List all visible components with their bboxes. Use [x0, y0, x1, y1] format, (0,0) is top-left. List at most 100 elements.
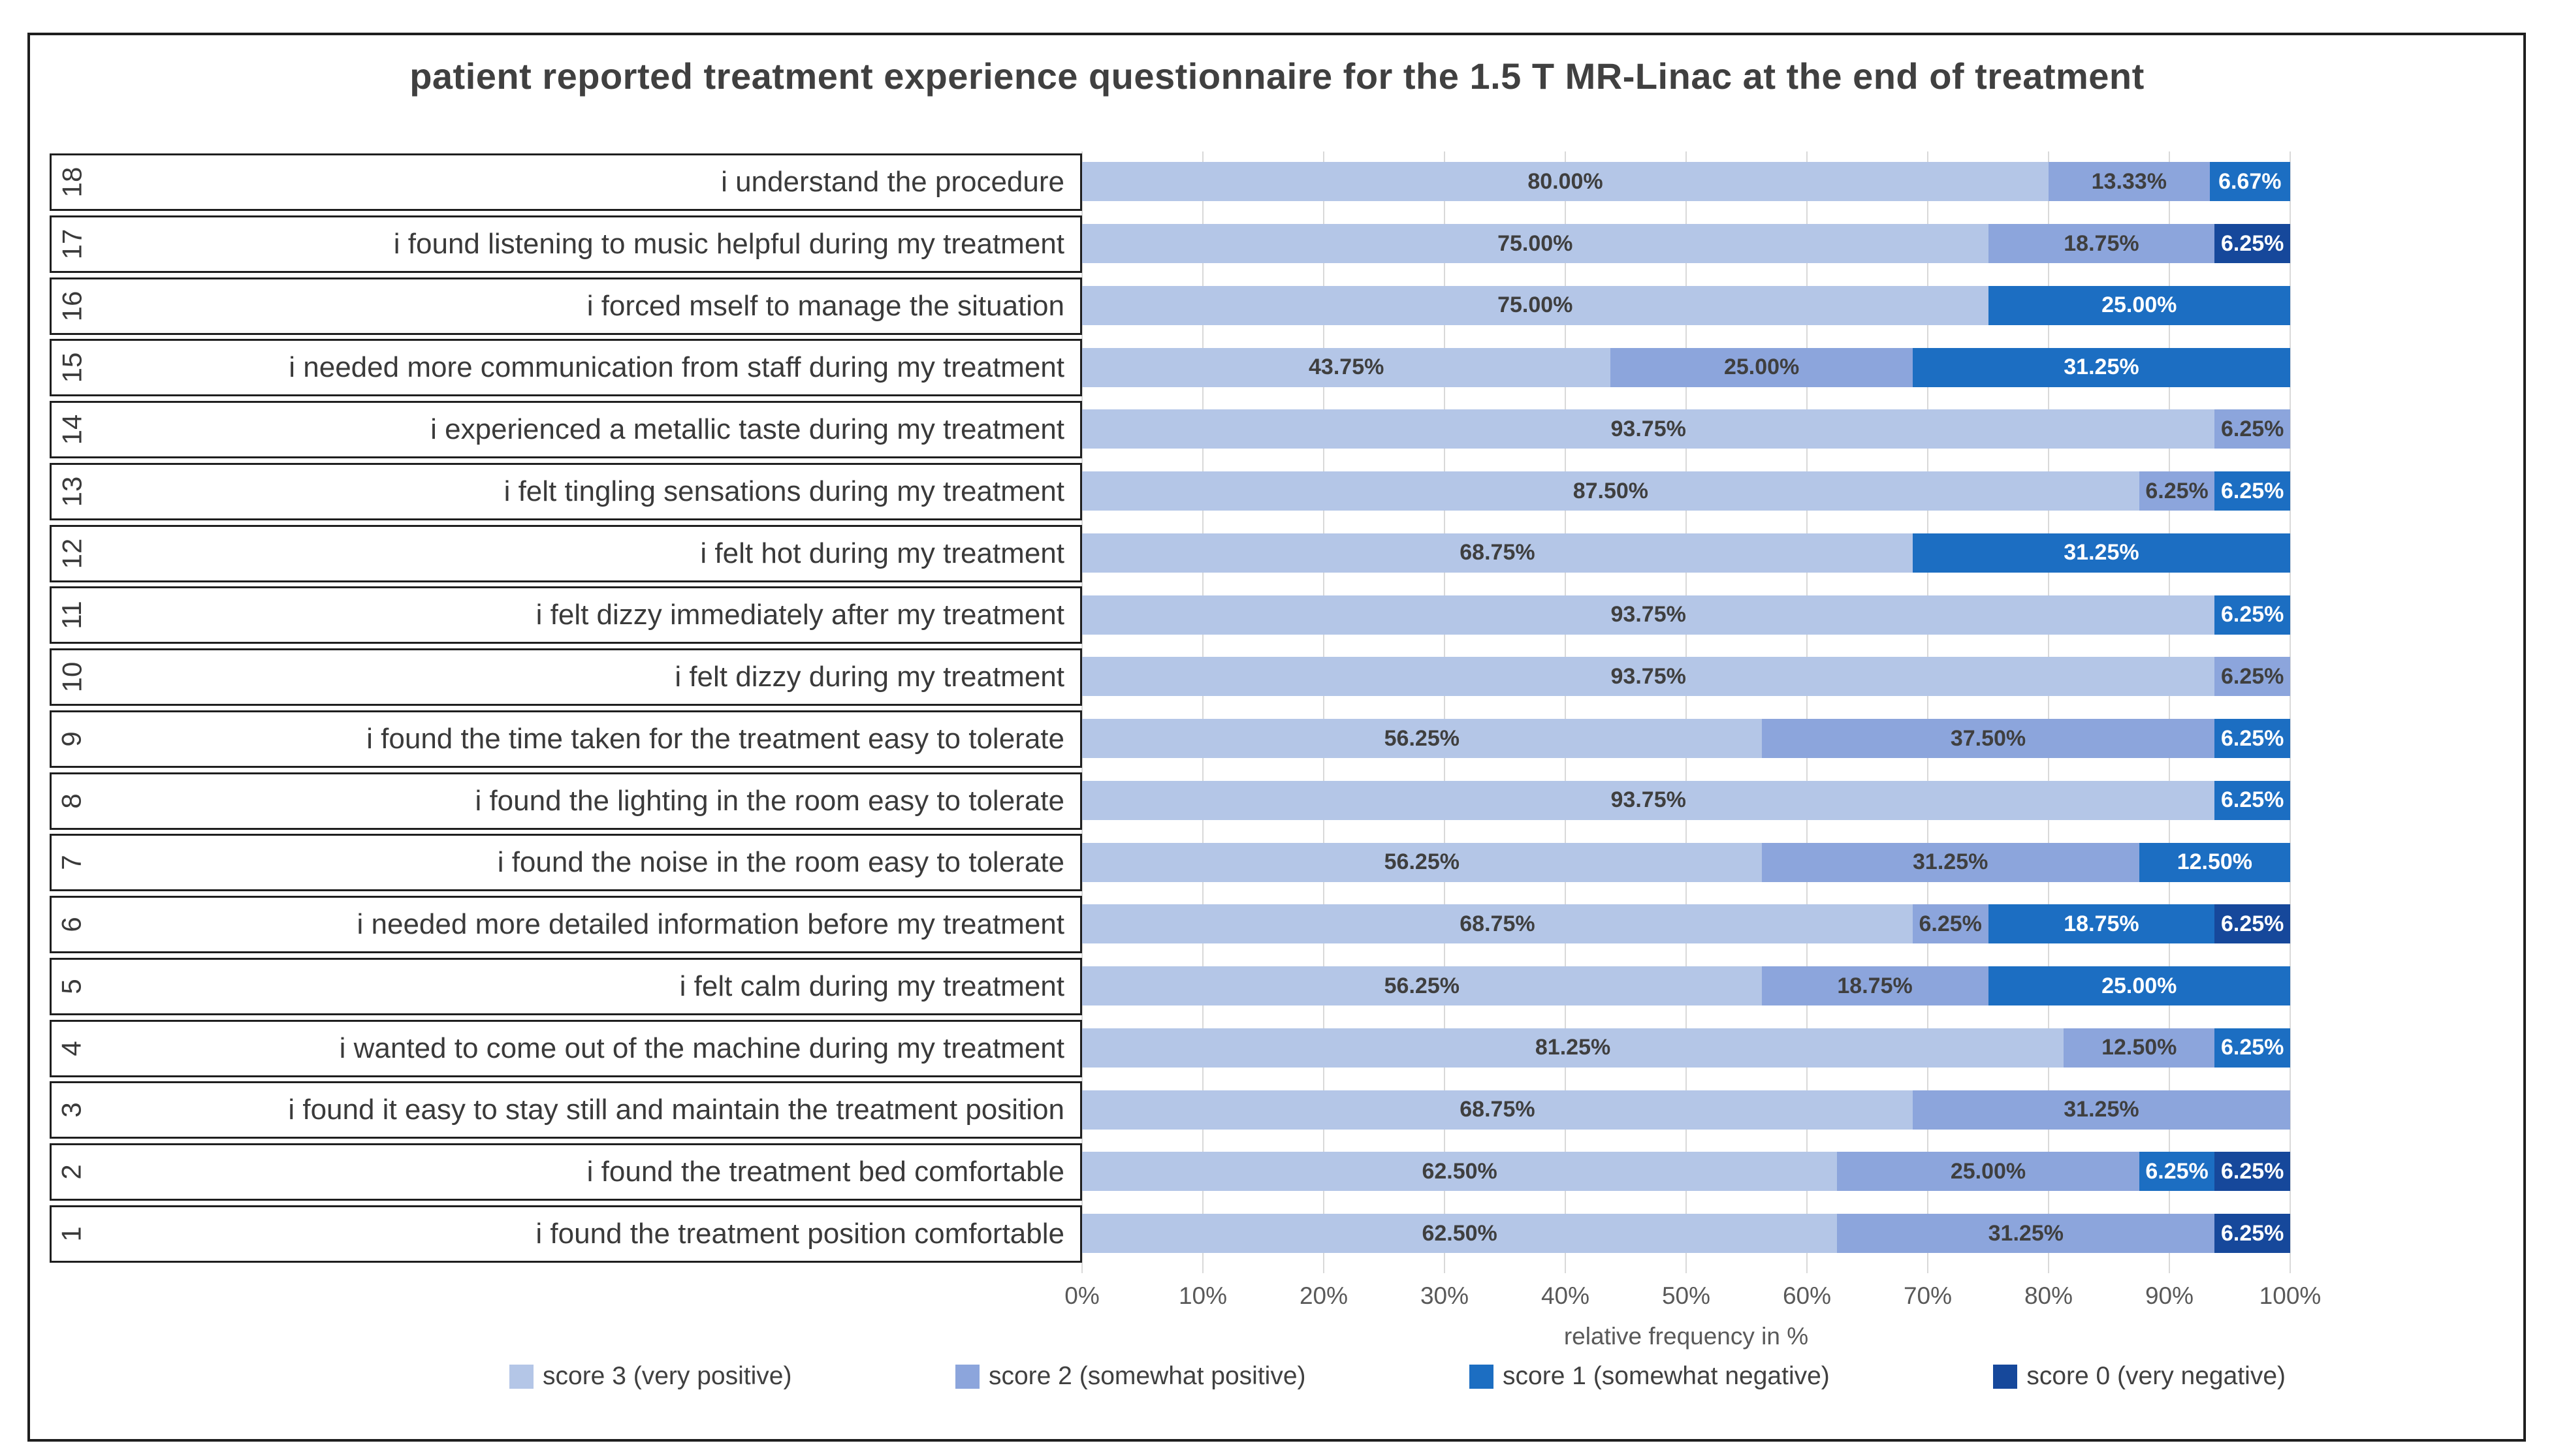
bar-segment-score0: 6.25%	[2214, 1214, 2290, 1254]
stacked-bar-17: 75.00% 18.75% 6.25%	[1082, 224, 2290, 264]
legend-swatch-score2	[955, 1364, 980, 1389]
question-row-18: 18 i understand the procedure	[50, 153, 1082, 211]
x-tick-60%: 60%	[1782, 1282, 1832, 1309]
gridline-90%	[2169, 151, 2170, 1273]
chart-legend: score 3 (very positive) score 2 (somewhat…	[509, 1362, 2286, 1391]
bar-segment-score3: 56.25%	[1082, 842, 1762, 882]
bar-segment-score0: 6.25%	[2214, 1152, 2290, 1192]
x-tick-30%: 30%	[1420, 1282, 1469, 1309]
bar-segment-score2: 31.25%	[1837, 1214, 2215, 1254]
row-number: 3	[56, 1102, 87, 1118]
x-axis-title: relative frequency in %	[1563, 1323, 1809, 1350]
bar-segment-score1: 18.75%	[1988, 904, 2215, 944]
row-number: 4	[56, 1040, 87, 1056]
legend-label: score 1 (somewhat negative)	[1503, 1362, 1830, 1390]
bar-segment-score2: 6.25%	[1912, 904, 1988, 944]
stacked-bar-3: 68.75% 31.25%	[1082, 1090, 2290, 1130]
bar-segment-score2: 12.50%	[2064, 1028, 2215, 1068]
row-number: 6	[56, 917, 87, 932]
x-tick-70%: 70%	[1903, 1282, 1953, 1309]
question-row-13: 13 i felt tingling sensations during my t…	[50, 462, 1082, 520]
question-row-17: 17 i found listening to music helpful dur…	[50, 215, 1082, 273]
stacked-bar-10: 93.75% 6.25%	[1082, 657, 2290, 697]
x-tick-90%: 90%	[2145, 1282, 2194, 1309]
question-row-5: 5 i felt calm during my treatment	[50, 957, 1082, 1015]
chart-title: patient reported treatment experience qu…	[409, 55, 2145, 97]
gridline-10%	[1202, 151, 1204, 1273]
question-text: i found it easy to stay still and mainta…	[288, 1094, 1064, 1126]
bar-segment-score1: 31.25%	[1912, 533, 2290, 573]
x-tick-50%: 50%	[1661, 1282, 1711, 1309]
question-row-7: 7 i found the noise in the room easy to t…	[50, 834, 1082, 892]
question-text: i found the time taken for the treatment…	[366, 722, 1064, 755]
bar-segment-score2: 31.25%	[1761, 842, 2139, 882]
bar-segment-score2: 13.33%	[2049, 162, 2210, 202]
bar-segment-score3: 68.75%	[1082, 904, 1913, 944]
bar-segment-score3: 56.25%	[1082, 719, 1762, 759]
stacked-bar-12: 68.75% 31.25%	[1082, 533, 2290, 573]
gridline-20%	[1323, 151, 1324, 1273]
gridline-70%	[1927, 151, 1928, 1273]
question-row-15: 15 i needed more communication from staff…	[50, 339, 1082, 397]
bar-segment-score3: 87.50%	[1082, 471, 2139, 511]
gridline-80%	[2048, 151, 2049, 1273]
row-number: 14	[56, 414, 87, 445]
legend-swatch-score3	[509, 1364, 534, 1389]
stacked-bar-7: 56.25% 31.25% 12.50%	[1082, 842, 2290, 882]
bar-segment-score1: 6.25%	[2139, 1152, 2215, 1192]
question-text: i found the lighting in the room easy to…	[475, 784, 1064, 817]
row-number: 10	[56, 661, 87, 693]
question-text: i wanted to come out of the machine duri…	[339, 1032, 1064, 1064]
stacked-bar-8: 93.75% 6.25%	[1082, 780, 2290, 820]
legend-swatch-score0	[1993, 1364, 2018, 1389]
stacked-bar-11: 93.75% 6.25%	[1082, 595, 2290, 635]
bar-segment-score2: 6.25%	[2214, 409, 2290, 449]
question-row-10: 10 i felt dizzy during my treatment	[50, 648, 1082, 706]
bar-segment-score3: 93.75%	[1082, 657, 2215, 697]
row-number: 16	[56, 291, 87, 321]
bar-segment-score2: 25.00%	[1610, 347, 1913, 387]
question-text: i found the treatment bed comfortable	[586, 1156, 1064, 1188]
stacked-bar-13: 87.50% 6.25% 6.25%	[1082, 471, 2290, 511]
stacked-bar-4: 81.25% 12.50% 6.25%	[1082, 1028, 2290, 1068]
bar-segment-score1: 12.50%	[2139, 842, 2290, 882]
row-number: 11	[56, 601, 87, 630]
question-text: i forced mself to manage the situation	[586, 289, 1064, 322]
row-number: 5	[56, 979, 87, 994]
bar-segment-score3: 62.50%	[1082, 1152, 1838, 1192]
plot-area: 80.00% 13.33% 6.67% 75.00% 18.75% 6.25% 75.00%…	[1081, 151, 2291, 1273]
bar-segment-score3: 43.75%	[1082, 347, 1611, 387]
question-row-3: 3 i found it easy to stay still and maint…	[50, 1081, 1082, 1139]
bar-segment-score2: 25.00%	[1837, 1152, 2139, 1192]
question-row-11: 11 i felt dizzy immediately after my trea…	[50, 586, 1082, 644]
legend-label: score 2 (somewhat positive)	[988, 1362, 1306, 1390]
row-number: 1	[56, 1226, 87, 1242]
x-tick-20%: 20%	[1299, 1282, 1349, 1309]
row-number: 2	[56, 1164, 87, 1180]
stacked-bar-1: 62.50% 31.25% 6.25%	[1082, 1214, 2290, 1254]
bar-segment-score3: 81.25%	[1082, 1028, 2064, 1068]
row-number: 13	[56, 476, 87, 507]
stacked-bar-16: 75.00% 25.00%	[1082, 285, 2290, 325]
question-text: i understand the procedure	[721, 166, 1064, 198]
x-tick-100%: 100%	[2259, 1282, 2322, 1309]
bar-segment-score1: 6.25%	[2214, 471, 2290, 511]
question-text: i found the treatment position comfortab…	[535, 1217, 1064, 1250]
bar-segment-score3: 56.25%	[1082, 966, 1762, 1006]
stacked-bar-18: 80.00% 13.33% 6.67%	[1082, 162, 2290, 202]
question-text: i found the noise in the room easy to to…	[497, 846, 1064, 879]
bar-segment-score1: 6.25%	[2214, 719, 2290, 759]
question-text: i felt tingling sensations during my tre…	[503, 475, 1064, 507]
stacked-bar-6: 68.75% 6.25% 18.75% 6.25%	[1082, 904, 2290, 944]
x-tick-0%: 0%	[1064, 1282, 1100, 1309]
bar-segment-score3: 93.75%	[1082, 409, 2215, 449]
legend-swatch-score1	[1469, 1364, 1494, 1389]
stacked-bar-14: 93.75% 6.25%	[1082, 409, 2290, 449]
row-number: 17	[56, 229, 87, 260]
bar-segment-score1: 6.25%	[2214, 595, 2290, 635]
bar-segment-score1: 6.25%	[2214, 780, 2290, 820]
legend-item-score2: score 2 (somewhat positive)	[955, 1362, 1306, 1391]
bar-segment-score3: 93.75%	[1082, 595, 2215, 635]
gridline-40%	[1565, 151, 1566, 1273]
bar-segment-score2: 18.75%	[1761, 966, 1988, 1006]
